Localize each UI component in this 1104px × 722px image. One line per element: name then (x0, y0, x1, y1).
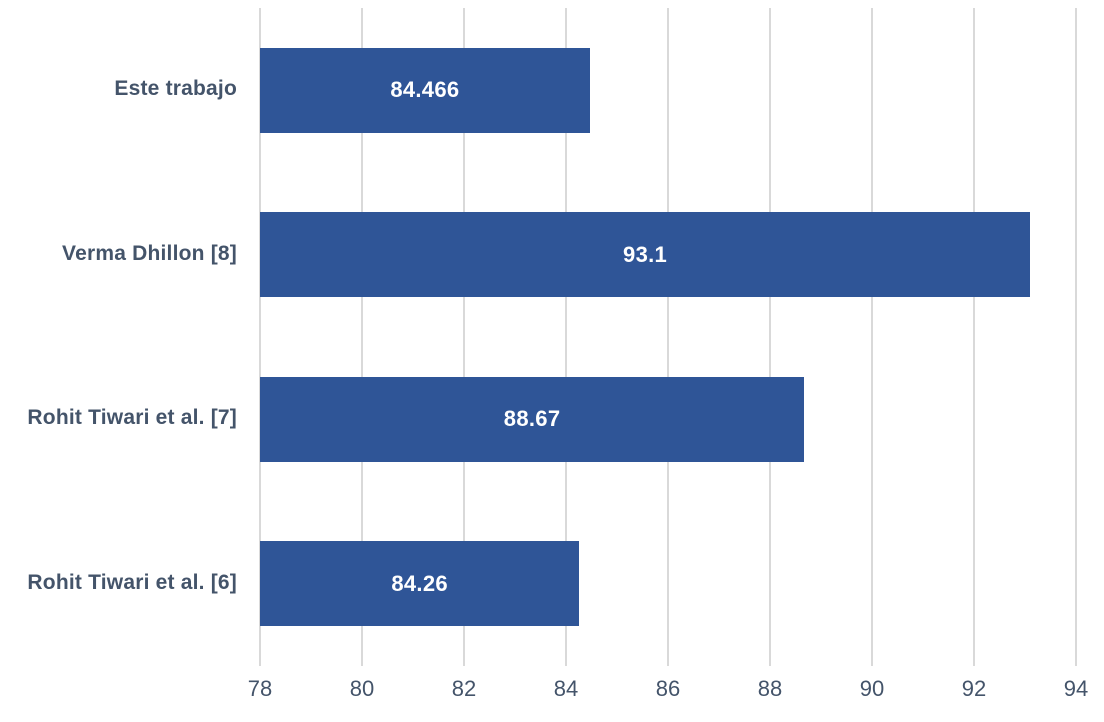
x-axis-tick-label: 94 (1063, 676, 1089, 701)
x-axis-tick-label: 88 (757, 676, 783, 701)
bar-value-label: 93.1 (623, 241, 668, 267)
bar: 84.26 (260, 541, 580, 627)
x-axis-tick-label: 80 (349, 676, 375, 701)
gridline (667, 8, 669, 666)
gridline (973, 8, 975, 666)
bar: 88.67 (260, 376, 805, 462)
category-label: Rohit Tiwari et al. [7] (27, 406, 237, 430)
category-label: Verma Dhillon [8] (62, 241, 237, 265)
x-axis-tick-label: 86 (655, 676, 681, 701)
gridline (565, 8, 567, 666)
gridline (769, 8, 771, 666)
bar-value-label: 84.26 (391, 570, 448, 596)
bar: 93.1 (260, 212, 1031, 298)
gridline (1075, 8, 1077, 666)
x-axis-tick-label: 84 (553, 676, 579, 701)
gridline (361, 8, 363, 666)
x-axis-tick-label: 92 (961, 676, 987, 701)
category-label: Este trabajo (114, 77, 237, 101)
x-axis-tick-label: 78 (247, 676, 273, 701)
gridline (259, 8, 261, 666)
gridline (463, 8, 465, 666)
category-label: Rohit Tiwari et al. [6] (27, 570, 237, 594)
x-axis-tick-label: 82 (451, 676, 477, 701)
gridline (871, 8, 873, 666)
bar-value-label: 88.67 (503, 406, 561, 432)
bar-value-label: 84.466 (390, 77, 460, 103)
bar: 84.466 (260, 47, 590, 133)
x-axis-tick-label: 90 (859, 676, 885, 701)
